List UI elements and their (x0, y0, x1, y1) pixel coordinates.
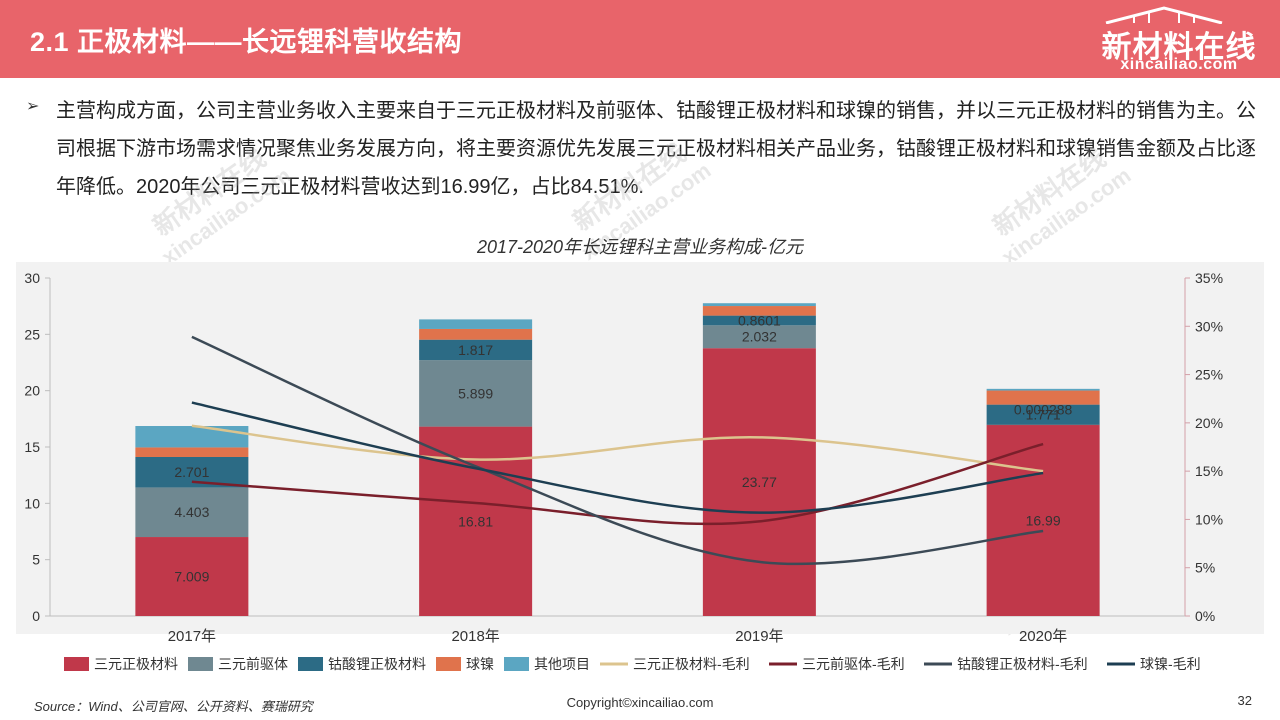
chart-title: 2017-2020年长远锂科主营业务构成-亿元 (476, 237, 804, 257)
line-series (191, 401, 1044, 514)
x-tick-label: 2018年 (451, 628, 499, 645)
summary-text: 主营构成方面，公司主营业务收入主要来自于三元正极材料及前驱体、钴酸锂正极材料和球… (56, 100, 1256, 198)
bar-segment (702, 348, 816, 616)
y2-tick-label: 15% (1195, 463, 1223, 479)
bar-segment (135, 487, 249, 538)
data-label: 16.99 (1026, 512, 1061, 528)
data-label: 0.000288 (1014, 402, 1073, 418)
data-label: 0.8601 (738, 312, 781, 328)
bar-segment (986, 390, 1100, 405)
data-label: 16.81 (458, 513, 493, 529)
bar-segment (702, 306, 816, 316)
y2-tick-label: 5% (1195, 560, 1215, 576)
bar-segment (986, 388, 1100, 391)
logo-brand-text: 新材料在线 (1101, 31, 1257, 64)
page-title: 2.1 正极材料——长远锂科营收结构 (30, 27, 463, 57)
y-tick-label: 25 (24, 326, 40, 342)
legend-label: 钴酸锂正极材料 (328, 656, 426, 672)
bar-segment (135, 537, 249, 616)
legend-swatch (64, 657, 89, 671)
y-tick-label: 15 (24, 439, 40, 455)
legend-label: 球镍-毛利 (1140, 656, 1201, 672)
data-label: 1.817 (458, 342, 493, 358)
bar-segment (419, 328, 533, 340)
data-label: 1.771 (1026, 407, 1061, 423)
x-tick-label: 2017年 (168, 628, 216, 645)
logo-domain-text: xincailiao.com (1120, 56, 1238, 73)
line-series (191, 335, 1044, 566)
roof-icon (1105, 6, 1223, 24)
arrow-bullet-icon: ➢ (26, 98, 40, 115)
bar-segment (135, 447, 249, 457)
x-tick-label: 2019年 (735, 628, 783, 645)
revenue-composition-chart: 0 5 10 15 20 25 30 0% 5% 10% 15% 20% 25% 30% 35% 2017年 2… (16, 262, 1264, 672)
y2-tick-label: 35% (1195, 270, 1223, 286)
data-label: 2.032 (742, 329, 777, 345)
y-tick-label: 0 (32, 608, 40, 624)
y-tick-label: 20 (24, 383, 40, 399)
bar-segment (986, 404, 1100, 425)
bar-segment (419, 319, 533, 329)
copyright-text: Copyright©xincailiao.com (566, 695, 714, 710)
legend-label: 球镍 (466, 656, 494, 672)
brand-logo: 新材料在线 xincailiao.com (1094, 6, 1264, 74)
legend-swatch (436, 657, 461, 671)
y-tick-label: 10 (24, 495, 40, 511)
y-tick-label: 30 (24, 270, 40, 286)
source-note: Source：Wind、公司官网、公开资料、赛瑞研究 (34, 699, 313, 714)
y2-tick-label: 10% (1195, 511, 1223, 527)
bar-segment (419, 360, 533, 427)
y2-tick-label: 0% (1195, 608, 1215, 624)
bar-segment (702, 325, 816, 349)
legend-label: 三元前驱体-毛利 (802, 656, 905, 672)
legend-label: 其他项目 (534, 656, 590, 672)
bar-segment (419, 339, 533, 361)
legend-label: 三元正极材料-毛利 (633, 656, 750, 672)
y2-tick-label: 25% (1195, 367, 1223, 383)
bar-segment (702, 315, 816, 326)
legend-label: 钴酸锂正极材料-毛利 (957, 656, 1088, 672)
y-tick-label: 5 (32, 552, 40, 568)
data-label: 23.77 (742, 474, 777, 490)
page-number: 32 (1237, 693, 1252, 708)
legend-swatch (298, 657, 323, 671)
data-label: 4.403 (174, 504, 209, 520)
bar-segment (702, 303, 816, 307)
line-series (191, 424, 1044, 473)
data-label: 2.701 (174, 464, 209, 480)
line-series (191, 442, 1044, 526)
header-bar: 2.1 正极材料——长远锂科营收结构 新材料在线 xincailiao.com (0, 0, 1280, 78)
bar-segment (135, 426, 249, 448)
y2-tick-label: 20% (1195, 415, 1223, 431)
bar-segment (986, 424, 1100, 426)
legend-swatch (188, 657, 213, 671)
y2-tick-label: 30% (1195, 318, 1223, 334)
legend-swatch (504, 657, 529, 671)
data-label: 5.899 (458, 385, 493, 401)
x-tick-label: 2020年 (1019, 628, 1067, 645)
data-label: 7.009 (174, 569, 209, 585)
legend-label: 三元正极材料 (94, 656, 178, 672)
legend-label: 三元前驱体 (218, 656, 288, 672)
